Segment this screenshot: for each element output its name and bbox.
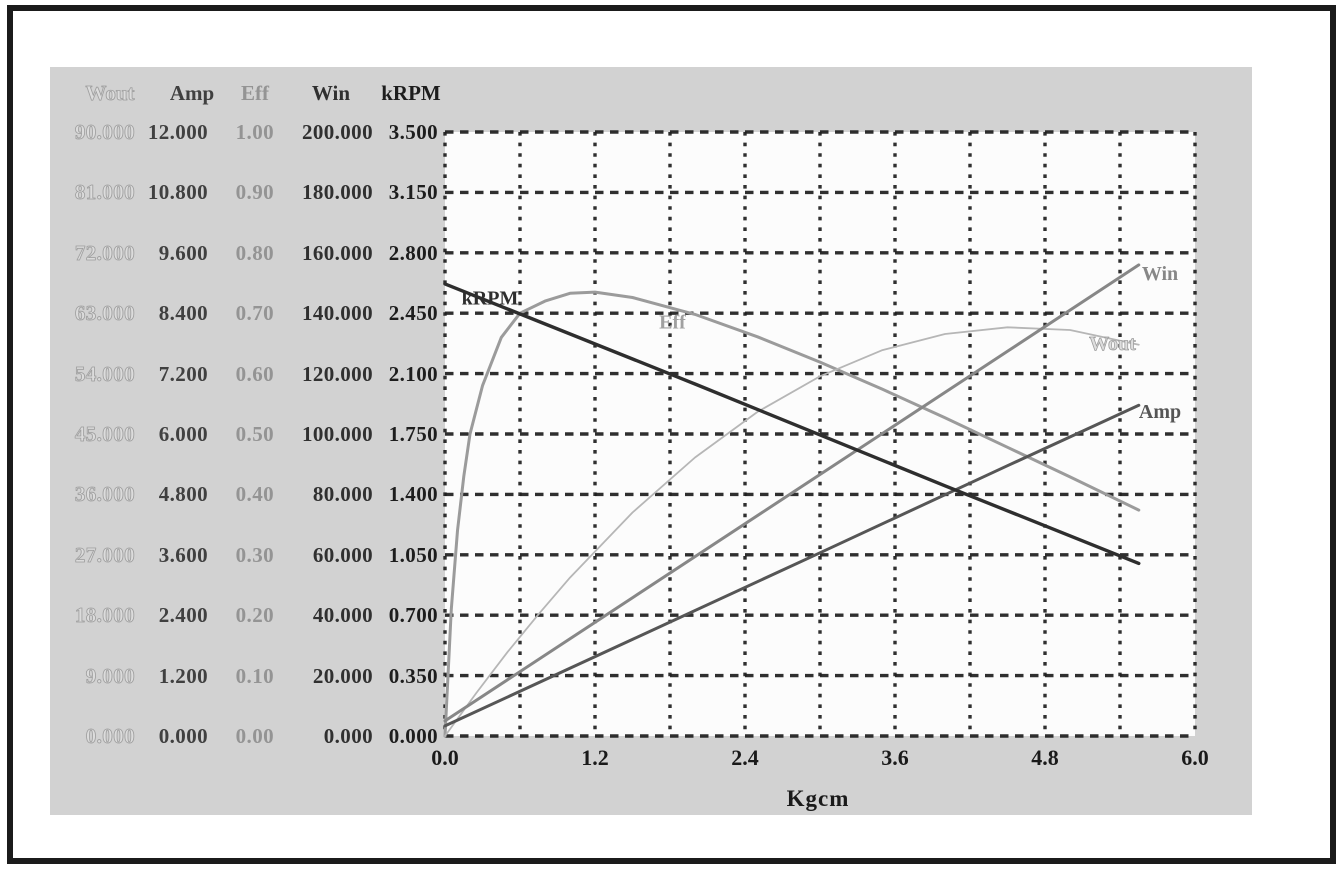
table-cell-wout-row3: 63.000 <box>74 301 135 326</box>
table-cell-win-row6: 80.000 <box>312 482 373 507</box>
table-cell-krpm-row10: 0.000 <box>388 724 438 748</box>
table-cell-wout-row8: 18.000 <box>74 603 135 628</box>
curve-label-wout: Wout <box>1089 333 1136 355</box>
x-tick-3: 3.6 <box>881 745 909 770</box>
table-cell-krpm-row4: 2.100 <box>388 361 438 386</box>
curve-krpm <box>443 282 1141 566</box>
curve-amp <box>443 403 1141 728</box>
table-cell-krpm-row1: 3.150 <box>388 180 438 205</box>
table-cell-eff-row2: 0.80 <box>235 240 274 265</box>
column-header-wout: Wout <box>85 81 135 106</box>
table-cell-wout-row6: 36.000 <box>74 482 135 507</box>
x-tick-4: 4.8 <box>1031 745 1059 770</box>
table-cell-wout-row5: 45.000 <box>74 422 135 447</box>
table-cell-amp-row9: 1.200 <box>158 663 208 688</box>
table-cell-win-row3: 140.000 <box>301 301 373 326</box>
table-cell-win-row8: 40.000 <box>312 603 373 628</box>
table-cell-amp-row10: 0.000 <box>158 724 208 748</box>
curve-eff <box>443 290 1141 738</box>
table-cell-eff-row1: 0.90 <box>235 180 274 205</box>
table-cell-win-row4: 120.000 <box>301 361 373 386</box>
table-cell-amp-row8: 2.400 <box>158 603 208 628</box>
curve-win <box>443 263 1141 723</box>
table-cell-amp-row4: 7.200 <box>158 361 208 386</box>
table-cell-krpm-row2: 2.800 <box>388 240 438 265</box>
column-header-eff: Eff <box>241 81 269 105</box>
table-cell-wout-row2: 72.000 <box>74 240 135 265</box>
column-header-win: Win <box>311 81 351 105</box>
table-cell-krpm-row5: 1.750 <box>388 422 438 446</box>
table-cell-krpm-row0: 3.500 <box>388 120 438 144</box>
curve-label-eff: Eff <box>659 311 686 333</box>
column-header-amp: Amp <box>169 81 215 105</box>
table-cell-wout-row0: 90.000 <box>74 120 135 145</box>
table-cell-wout-row10: 0.000 <box>85 724 135 749</box>
x-tick-1: 1.2 <box>581 745 609 770</box>
table-cell-eff-row3: 0.70 <box>235 301 274 326</box>
table-cell-eff-row9: 0.10 <box>235 663 274 688</box>
table-cell-amp-row3: 8.400 <box>158 301 208 326</box>
curve-label-win: Win <box>1142 263 1178 285</box>
table-cell-amp-row0: 12.000 <box>147 120 208 144</box>
table-cell-wout-row4: 54.000 <box>74 361 135 386</box>
table-cell-wout-row9: 9.000 <box>85 663 135 688</box>
table-cell-eff-row7: 0.30 <box>235 542 274 567</box>
table-cell-win-row10: 0.000 <box>323 724 373 748</box>
table-cell-win-row5: 100.000 <box>301 422 373 446</box>
table-cell-eff-row0: 1.00 <box>235 120 274 144</box>
table-cell-win-row7: 60.000 <box>312 542 373 567</box>
table-cell-win-row0: 200.000 <box>301 120 373 144</box>
table-cell-win-row2: 160.000 <box>301 240 373 265</box>
curve-wout <box>444 326 1140 737</box>
table-cell-amp-row6: 4.800 <box>158 482 208 507</box>
table-cell-win-row9: 20.000 <box>312 663 373 688</box>
table-cell-amp-row7: 3.600 <box>158 542 208 567</box>
table-cell-amp-row5: 6.000 <box>158 422 208 446</box>
table-cell-krpm-row8: 0.700 <box>388 603 438 628</box>
table-cell-eff-row10: 0.00 <box>235 724 274 748</box>
table-cell-wout-row7: 27.000 <box>74 542 135 567</box>
table-cell-eff-row5: 0.50 <box>235 422 274 446</box>
table-cell-amp-row1: 10.800 <box>147 180 208 205</box>
table-cell-amp-row2: 9.600 <box>158 240 208 265</box>
table-cell-win-row1: 180.000 <box>301 180 373 205</box>
table-cell-wout-row1: 81.000 <box>74 180 135 205</box>
column-header-krpm: kRPM <box>381 81 441 105</box>
x-tick-5: 6.0 <box>1181 745 1209 770</box>
table-cell-krpm-row7: 1.050 <box>388 542 438 567</box>
curve-label-krpm: kRPM <box>462 288 519 310</box>
x-axis-title: Kgcm <box>786 786 850 811</box>
table-cell-krpm-row9: 0.350 <box>388 663 438 688</box>
curve-label-amp: Amp <box>1139 401 1181 423</box>
x-tick-0: 0.0 <box>431 745 459 770</box>
table-cell-eff-row8: 0.20 <box>235 603 274 628</box>
table-cell-eff-row6: 0.40 <box>235 482 274 507</box>
table-cell-krpm-row3: 2.450 <box>388 301 438 326</box>
x-tick-2: 2.4 <box>731 745 759 770</box>
table-cell-krpm-row6: 1.400 <box>388 482 438 507</box>
table-cell-eff-row4: 0.60 <box>235 361 274 386</box>
